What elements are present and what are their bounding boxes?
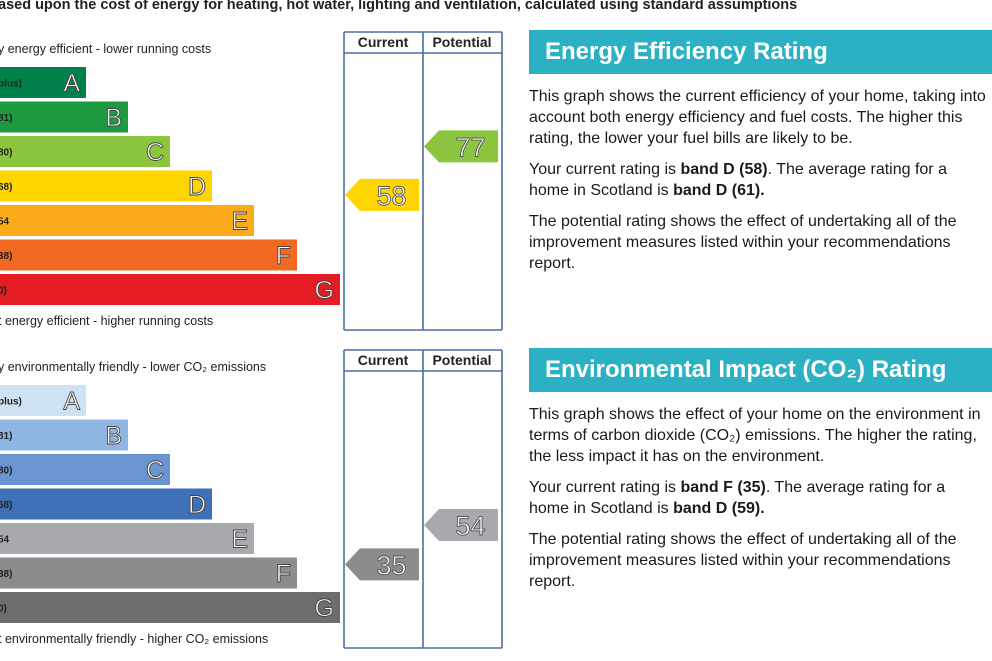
band-bar-c: [0, 454, 170, 485]
band-letter-g: G: [315, 277, 334, 305]
band-range-c: 80): [0, 148, 12, 159]
energy-efficiency-title: Energy Efficiency Rating: [529, 30, 992, 74]
band-bar-b: [0, 419, 128, 451]
band-bar-g: [0, 274, 340, 305]
band-bar-g: [0, 592, 340, 623]
bottom-caption: t environmentally friendly - higher CO₂ …: [0, 632, 268, 646]
band-letter-f: F: [276, 242, 291, 270]
band-letter-b: B: [105, 422, 122, 450]
band-bar-b: [0, 101, 128, 133]
current-header: Current: [358, 352, 409, 368]
band-range-g: 0): [0, 286, 7, 297]
current-header: Current: [358, 34, 409, 50]
band-bar-d: [0, 170, 212, 202]
band-letter-e: E: [231, 526, 248, 554]
potential-header: Potential: [432, 352, 491, 368]
band-range-b: 81): [0, 431, 12, 442]
potential-header: Potential: [432, 34, 491, 50]
environmental-impact-description: This graph shows the effect of your home…: [529, 406, 981, 465]
energy-efficiency-description: This graph shows the current efficiency …: [529, 88, 986, 147]
energy-efficiency-panel: Energy Efficiency Rating This graph show…: [529, 30, 992, 274]
energy-efficiency-potential-text: The potential rating shows the effect of…: [529, 213, 957, 272]
band-letter-c: C: [146, 139, 164, 167]
energy-efficiency-current-text: Your current rating is band D (58). The …: [529, 161, 947, 199]
band-bar-d: [0, 488, 212, 520]
band-range-f: 38): [0, 251, 12, 262]
bottom-caption: t energy efficient - higher running cost…: [0, 314, 213, 328]
band-bar-f: [0, 239, 297, 271]
band-range-f: 38): [0, 569, 12, 580]
band-range-c: 80): [0, 466, 12, 477]
top-caption: y energy efficient - lower running costs: [0, 42, 211, 56]
environmental-impact-panel: Environmental Impact (CO₂) Rating This g…: [529, 348, 992, 592]
band-bar-e: [0, 205, 254, 236]
band-range-e: 54: [0, 217, 10, 228]
environmental-impact-chart: Current Potential y environmentally friend…: [0, 349, 503, 649]
current-rating-value: 35: [376, 550, 406, 580]
band-letter-a: A: [63, 70, 80, 98]
band-range-a: plus): [0, 397, 22, 408]
band-letter-a: A: [63, 388, 80, 416]
band-range-a: plus): [0, 79, 22, 90]
band-letter-f: F: [276, 560, 291, 588]
band-range-d: 68): [0, 500, 12, 511]
environmental-impact-potential-text: The potential rating shows the effect of…: [529, 531, 957, 590]
band-bar-c: [0, 136, 170, 167]
environmental-impact-title: Environmental Impact (CO₂) Rating: [529, 348, 992, 392]
band-bar-e: [0, 523, 254, 554]
band-range-b: 81): [0, 113, 12, 124]
potential-rating-value: 54: [455, 511, 485, 541]
top-caption: y environmentally friendly - lower CO₂ e…: [0, 360, 266, 374]
band-letter-c: C: [146, 457, 164, 485]
current-rating-arrow: [345, 178, 419, 211]
band-bar-f: [0, 557, 297, 589]
band-range-e: 54: [0, 535, 10, 546]
band-range-g: 0): [0, 604, 7, 615]
current-rating-arrow: [345, 548, 419, 581]
band-letter-e: E: [231, 208, 248, 236]
band-bar-a: [0, 67, 86, 98]
intro-text: ased upon the cost of energy for heating…: [0, 0, 798, 13]
band-letter-d: D: [188, 491, 206, 519]
potential-rating-arrow: [424, 130, 498, 163]
potential-rating-arrow: [424, 508, 498, 541]
energy-efficiency-chart: Current Potential y energy efficient - low…: [0, 31, 503, 331]
band-range-d: 68): [0, 182, 12, 193]
environmental-impact-current-text: Your current rating is band F (35). The …: [529, 479, 946, 517]
potential-rating-value: 77: [455, 132, 485, 162]
band-letter-b: B: [105, 104, 122, 132]
band-bar-a: [0, 385, 86, 416]
band-letter-d: D: [188, 173, 206, 201]
band-letter-g: G: [315, 595, 334, 623]
current-rating-value: 58: [376, 181, 406, 211]
